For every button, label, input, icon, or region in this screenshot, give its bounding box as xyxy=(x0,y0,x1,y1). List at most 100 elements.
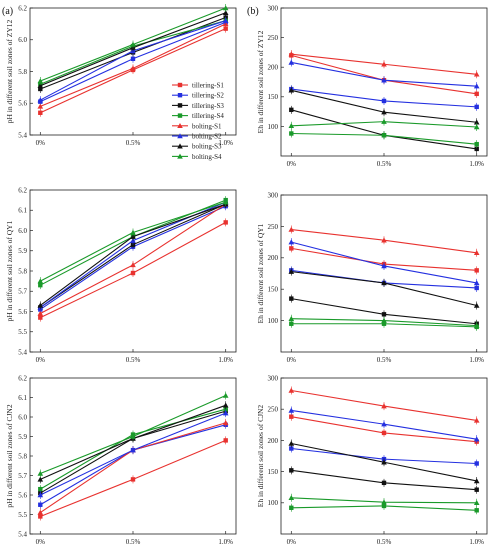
y-tick-label: 100 xyxy=(268,499,279,507)
data-point-bolting-S1-0.5% xyxy=(381,61,387,67)
y-tick-label: 250 xyxy=(268,223,279,231)
data-point-tillering-S2-0.5% xyxy=(381,98,387,104)
x-tick-label: 1.0% xyxy=(469,160,484,168)
data-point-bolting-S3-0.5% xyxy=(381,459,387,465)
y-tick-label: 5.6 xyxy=(18,308,27,316)
data-point-bolting-S1-1.0% xyxy=(222,420,229,426)
chart-panel-4: 100 150 200 250 300 0% 0.5% 1.0% Eh in different… xyxy=(256,191,488,364)
data-point-tillering-S1-0.5% xyxy=(381,430,387,436)
y-tick-label: 150 xyxy=(268,286,279,294)
data-point-bolting-S1-0.5% xyxy=(130,65,136,71)
data-point-bolting-S3-0% xyxy=(37,476,44,482)
y-tick-label: 200 xyxy=(268,254,279,262)
data-point-bolting-S4-1.0% xyxy=(473,322,480,328)
data-point-tillering-S4-0% xyxy=(38,486,43,492)
data-point-bolting-S4-1.0% xyxy=(473,124,480,130)
x-tick-label: 1.0% xyxy=(469,356,484,364)
y-tick-label: 5.4 xyxy=(18,348,27,356)
y-tick-label: 5.4 xyxy=(18,131,27,139)
data-point-bolting-S2-0% xyxy=(37,97,44,103)
data-point-tillering-S3-1.0% xyxy=(474,146,479,152)
y-tick-label: 300 xyxy=(268,191,279,199)
data-point-bolting-S4-0.5% xyxy=(381,317,387,323)
x-tick-label: 0% xyxy=(36,356,46,364)
data-point-bolting-S1-1.0% xyxy=(473,249,480,256)
data-point-bolting-S1-0% xyxy=(288,226,295,232)
data-point-bolting-S3-0.5% xyxy=(381,109,387,115)
data-point-tillering-S3-0.5% xyxy=(381,480,387,486)
data-point-tillering-S3-0% xyxy=(289,468,294,473)
data-point-bolting-S3-1.0% xyxy=(222,402,229,408)
y-axis-label: Eh in different soil zones of CJN2 xyxy=(256,405,265,508)
data-point-bolting-S4-0% xyxy=(37,278,44,284)
x-tick-label: 1.0% xyxy=(218,356,233,364)
data-point-tillering-S1-0% xyxy=(289,414,294,419)
y-tick-label: 150 xyxy=(268,93,279,101)
y-tick-label: 6.2 xyxy=(18,4,27,12)
y-tick-label: 6.2 xyxy=(18,374,27,382)
legend-label-tillering-S4: tillering-S4 xyxy=(192,112,224,120)
data-point-bolting-S2-0.5% xyxy=(381,421,387,427)
y-tick-label: 5.5 xyxy=(18,328,27,336)
data-point-bolting-S4-0.5% xyxy=(130,433,136,439)
legend-marker-bolting-S1 xyxy=(177,123,183,129)
data-point-bolting-S3-0% xyxy=(37,82,44,89)
x-tick-label: 0.5% xyxy=(377,160,392,168)
data-point-bolting-S2-1.0% xyxy=(473,436,480,442)
y-axis-label: pH in different soil zones of CJN2 xyxy=(5,404,14,507)
data-point-tillering-S3-0.5% xyxy=(130,242,136,247)
legend-marker-bolting-S3 xyxy=(177,143,183,149)
data-point-tillering-S1-1.0% xyxy=(223,438,228,443)
data-point-bolting-S3-1.0% xyxy=(473,119,480,125)
y-tick-label: 5.8 xyxy=(18,452,27,460)
legend-label-bolting-S2: bolting-S2 xyxy=(192,133,222,141)
y-axis-label: Eh in different soil zones of ZY12 xyxy=(256,30,265,133)
y-axis-label: pH in different soil zones of QY1 xyxy=(5,220,14,321)
x-tick-label: 0.5% xyxy=(377,356,392,364)
x-tick-label: 0% xyxy=(36,538,46,546)
data-point-bolting-S3-0% xyxy=(288,268,295,274)
panel-label-a: (a) xyxy=(2,6,13,17)
x-tick-label: 1.0% xyxy=(469,538,484,546)
x-tick-label: 0% xyxy=(36,139,46,147)
data-point-bolting-S2-1.0% xyxy=(222,17,229,23)
y-tick-label: 250 xyxy=(268,406,279,414)
data-point-tillering-S1-0.5% xyxy=(130,270,136,276)
legend-marker-bolting-S2 xyxy=(177,133,183,139)
legend-label-bolting-S4: bolting-S4 xyxy=(192,153,222,161)
chart-panel-3: 5.4 5.5 5.6 5.7 5.8 5.9 6.0 6.1 6.2 0% 0.5% 1.0% pH … xyxy=(5,186,237,364)
x-tick-label: 0.5% xyxy=(126,356,141,364)
x-tick-label: 0% xyxy=(287,356,297,364)
data-point-bolting-S4-0% xyxy=(288,315,295,321)
data-point-bolting-S4-1.0% xyxy=(222,199,229,205)
y-tick-label: 5.8 xyxy=(18,267,27,275)
y-tick-label: 300 xyxy=(268,374,279,382)
y-tick-label: 200 xyxy=(268,437,279,445)
x-tick-label: 0.5% xyxy=(377,538,392,546)
data-point-bolting-S3-0% xyxy=(288,87,295,93)
data-point-bolting-S2-1.0% xyxy=(473,83,480,89)
y-tick-label: 6.0 xyxy=(18,227,27,235)
data-point-bolting-S3-0.5% xyxy=(381,280,387,286)
x-tick-label: 0.5% xyxy=(126,139,141,147)
y-tick-label: 100 xyxy=(268,123,279,131)
data-point-tillering-S1-1.0% xyxy=(223,220,228,225)
legend-marker-tillering-S3 xyxy=(177,103,183,108)
data-point-bolting-S3-0% xyxy=(288,440,295,446)
panel-label-b: (b) xyxy=(247,6,259,17)
x-tick-label: 0% xyxy=(287,160,297,168)
data-point-bolting-S2-0% xyxy=(288,407,295,413)
data-point-tillering-S2-1.0% xyxy=(474,285,479,291)
data-point-bolting-S2-1.0% xyxy=(222,410,229,416)
legend-marker-tillering-S2 xyxy=(177,93,183,98)
x-tick-label: 0.5% xyxy=(126,538,141,546)
data-point-tillering-S3-1.0% xyxy=(474,487,479,492)
data-point-tillering-S4-0% xyxy=(289,321,294,326)
data-point-tillering-S4-1.0% xyxy=(474,508,479,513)
y-tick-label: 150 xyxy=(268,468,279,476)
chart-panel-1: 5.4 5.6 5.8 6.0 6.2 0% 0.5% 1.0% pH in different… xyxy=(5,4,237,147)
data-point-tillering-S1-0.5% xyxy=(130,477,136,482)
data-point-bolting-S4-0% xyxy=(288,495,295,501)
data-point-tillering-S2-0.5% xyxy=(130,56,136,61)
